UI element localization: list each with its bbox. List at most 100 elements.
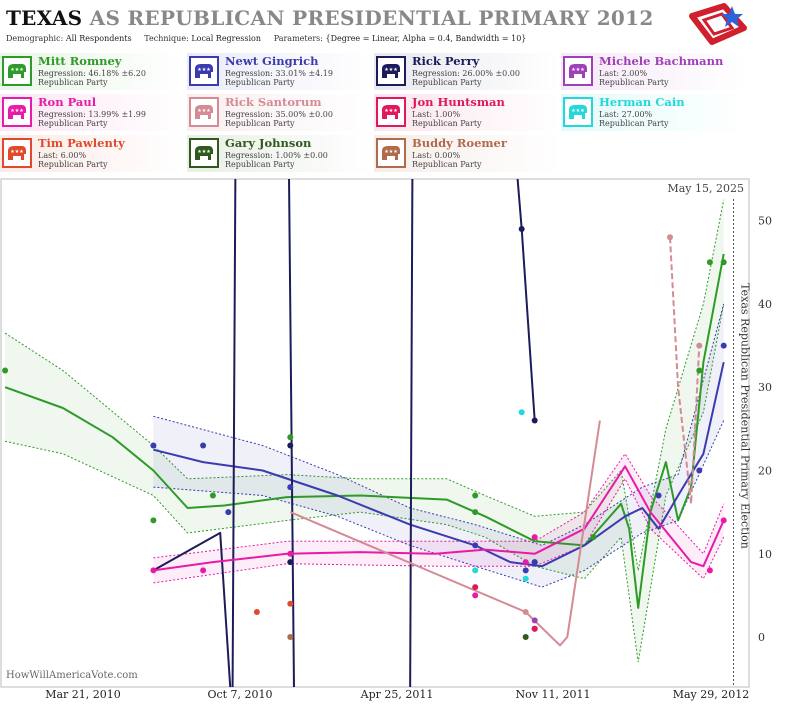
point-herman-cain bbox=[518, 409, 525, 416]
point-mitt-romney bbox=[2, 367, 9, 374]
point-newt-gingrich bbox=[720, 342, 727, 349]
point-rick-perry bbox=[518, 226, 525, 232]
poll-chart: Texas Republican Presidential Primary El… bbox=[0, 178, 772, 701]
elephant-icon: ★★★ bbox=[2, 56, 32, 86]
elephant-icon: ★★★ bbox=[2, 138, 32, 168]
band-lower-mitt-romney bbox=[4, 303, 725, 663]
y-tick-label: 30 bbox=[758, 381, 772, 394]
legend-name: Rick Santorum bbox=[225, 95, 322, 109]
point-newt-gingrich bbox=[522, 567, 529, 574]
y-tick-label: 10 bbox=[758, 548, 772, 561]
point-jon-huntsman bbox=[531, 625, 538, 632]
point-ron-paul bbox=[200, 567, 207, 574]
legend-item-gary-johnson[interactable]: ★★★ Gary Johnson Regression: 1.00% ±0.00 Re… bbox=[187, 135, 373, 172]
legend-party: Republican Party bbox=[225, 78, 295, 87]
legend-stat: Regression: 46.18% ±6.20 bbox=[38, 69, 146, 78]
legend-item-michele-bachmann[interactable]: ★★★ Michele Bachmann Last: 2.00% Republican… bbox=[561, 53, 747, 90]
site-logo-icon[interactable] bbox=[684, 2, 750, 48]
elephant-icon: ★★★ bbox=[376, 56, 406, 86]
point-tim-pawlenty bbox=[287, 600, 294, 607]
point-ron-paul bbox=[472, 592, 479, 599]
svg-text:★★★: ★★★ bbox=[571, 108, 585, 114]
point-rick-santorum bbox=[667, 234, 673, 241]
line-ron-paul bbox=[153, 465, 725, 572]
legend-stat: Last: 1.00% bbox=[412, 110, 461, 119]
legend-item-newt-gingrich[interactable]: ★★★ Newt Gingrich Regression: 33.01% ±4.19… bbox=[187, 53, 373, 90]
legend-item-buddy-roemer[interactable]: ★★★ Buddy Roemer Last: 0.00% Republican Par… bbox=[374, 135, 560, 172]
x-tick-label: Mar 21, 2010 bbox=[45, 688, 121, 701]
line-rick-santorum bbox=[289, 420, 601, 647]
legend-name: Buddy Roemer bbox=[412, 136, 507, 150]
legend-party: Republican Party bbox=[38, 119, 108, 128]
point-mitt-romney bbox=[287, 434, 294, 441]
legend-name: Newt Gingrich bbox=[225, 54, 319, 68]
technique-value[interactable]: Local Regression bbox=[191, 34, 261, 43]
legend-name: Michele Bachmann bbox=[599, 54, 724, 68]
point-rick-santorum bbox=[522, 609, 529, 615]
legend-item-ron-paul[interactable]: ★★★ Ron Paul Regression: 13.99% ±1.99 Repub… bbox=[0, 94, 186, 131]
svg-text:★★★: ★★★ bbox=[10, 108, 24, 114]
legend-item-jon-huntsman[interactable]: ★★★ Jon Huntsman Last: 1.00% Republican Par… bbox=[374, 94, 560, 131]
point-mitt-romney bbox=[590, 534, 597, 541]
legend-stat: Last: 0.00% bbox=[412, 151, 461, 160]
point-ron-paul bbox=[720, 517, 727, 524]
technique-label: Technique: bbox=[144, 34, 189, 43]
point-newt-gingrich bbox=[655, 492, 662, 499]
legend-item-rick-perry[interactable]: ★★★ Rick Perry Regression: 26.00% ±0.00 Rep… bbox=[374, 53, 560, 90]
x-tick-label: Apr 25, 2011 bbox=[360, 688, 434, 701]
point-jon-huntsman bbox=[472, 584, 479, 591]
point-ron-paul bbox=[531, 534, 538, 541]
legend-item-rick-santorum[interactable]: ★★★ Rick Santorum Regression: 35.00% ±0.00… bbox=[187, 94, 373, 131]
point-newt-gingrich bbox=[472, 542, 479, 549]
legend-stat: Last: 2.00% bbox=[599, 69, 648, 78]
point-herman-cain bbox=[472, 567, 479, 574]
date-label: May 15, 2025 bbox=[667, 182, 744, 195]
legend-party: Republican Party bbox=[225, 119, 295, 128]
legend-item-tim-pawlenty[interactable]: ★★★ Tim Pawlenty Last: 6.00% Republican Par… bbox=[0, 135, 186, 172]
point-mitt-romney bbox=[696, 367, 703, 374]
band-mitt-romney bbox=[5, 199, 724, 663]
svg-text:★★★: ★★★ bbox=[571, 67, 585, 73]
svg-text:★★★: ★★★ bbox=[384, 67, 398, 73]
point-ron-paul bbox=[706, 567, 713, 574]
point-michele-bachmann bbox=[531, 617, 538, 624]
svg-text:★★★: ★★★ bbox=[384, 149, 398, 155]
point-rick-perry bbox=[287, 442, 294, 449]
legend-stat: Regression: 1.00% ±0.00 bbox=[225, 151, 328, 160]
svg-text:★★★: ★★★ bbox=[384, 108, 398, 114]
point-mitt-romney bbox=[209, 492, 216, 499]
line-rick-perry bbox=[152, 179, 536, 687]
elephant-icon: ★★★ bbox=[563, 97, 593, 127]
svg-text:★★★: ★★★ bbox=[10, 149, 24, 155]
legend-stat: Regression: 33.01% ±4.19 bbox=[225, 69, 333, 78]
point-ron-paul bbox=[522, 559, 529, 566]
x-tick-label: Oct 7, 2010 bbox=[207, 688, 272, 701]
point-newt-gingrich bbox=[150, 442, 157, 449]
y-tick-label: 50 bbox=[758, 215, 772, 228]
title-state: TEXAS bbox=[6, 6, 83, 30]
band-newt-gingrich bbox=[153, 303, 724, 588]
y-tick-label: 40 bbox=[758, 298, 772, 311]
legend-party: Republican Party bbox=[38, 78, 108, 87]
legend-item-mitt-romney[interactable]: ★★★ Mitt Romney Regression: 46.18% ±6.20 Re… bbox=[0, 53, 186, 90]
legend-stat: Last: 27.00% bbox=[599, 110, 653, 119]
legend-party: Republican Party bbox=[412, 78, 482, 87]
svg-text:★★★: ★★★ bbox=[10, 67, 24, 73]
point-ron-paul bbox=[150, 567, 157, 574]
legend-party: Republican Party bbox=[412, 119, 482, 128]
band-ron-paul bbox=[153, 453, 724, 583]
parameters-value[interactable]: {Degree = Linear, Alpha = 0.4, Bandwidth… bbox=[325, 34, 527, 43]
legend-name: Gary Johnson bbox=[225, 136, 312, 150]
point-gary-johnson bbox=[522, 634, 529, 640]
svg-text:★★★: ★★★ bbox=[197, 108, 211, 114]
candidate-legend: ★★★ Mitt Romney Regression: 46.18% ±6.20 Re… bbox=[0, 53, 750, 177]
svg-text:★★★: ★★★ bbox=[197, 67, 211, 73]
point-ron-paul bbox=[287, 550, 294, 557]
point-newt-gingrich bbox=[287, 484, 294, 491]
legend-party: Republican Party bbox=[412, 160, 482, 169]
legend-stat: Regression: 13.99% ±1.99 bbox=[38, 110, 146, 119]
point-buddy-roemer bbox=[287, 634, 294, 640]
legend-item-herman-cain[interactable]: ★★★ Herman Cain Last: 27.00% Republican Par… bbox=[561, 94, 747, 131]
elephant-icon: ★★★ bbox=[2, 97, 32, 127]
demographic-value[interactable]: All Respondents bbox=[65, 34, 132, 43]
